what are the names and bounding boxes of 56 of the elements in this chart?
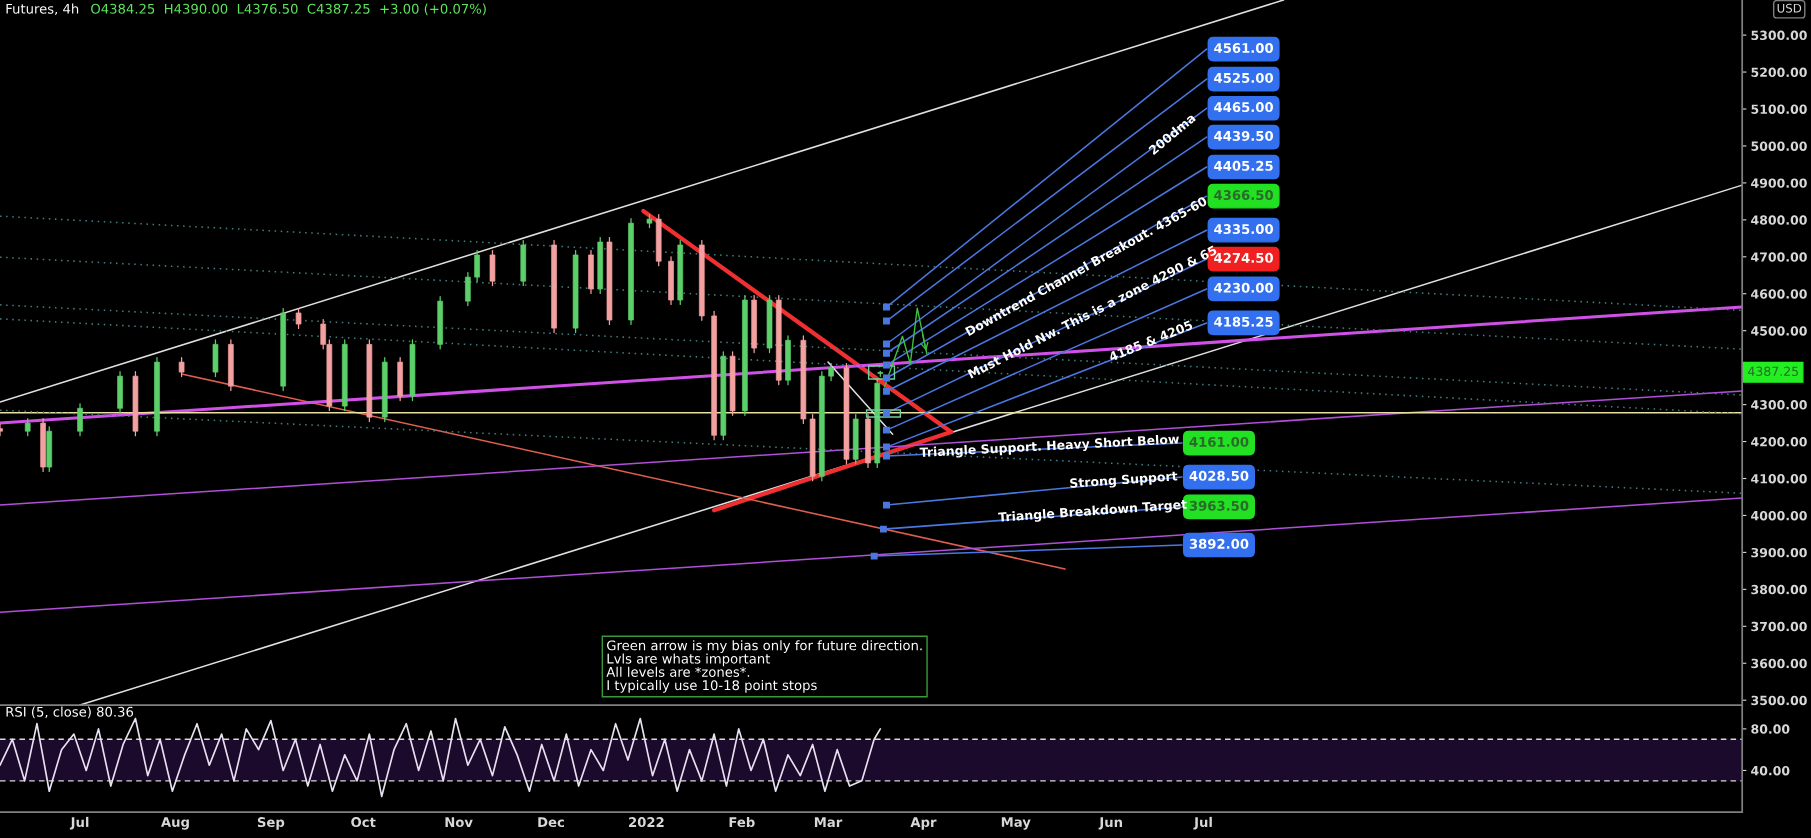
y-tick-label: 5100.00 xyxy=(1751,104,1807,114)
annotation: 4230.00 xyxy=(1214,282,1274,293)
chart-title: Futures, 4h xyxy=(6,3,79,16)
y-tick-label: 80.00 xyxy=(1751,724,1790,734)
annotation: 4185 & 4205 xyxy=(1108,320,1194,362)
y-tick-label: 4500.00 xyxy=(1751,326,1807,336)
y-tick-label: 40.00 xyxy=(1751,765,1790,776)
x-tick-label: Aug xyxy=(160,817,189,830)
x-tick-label: Feb xyxy=(729,816,755,828)
annotation: 4525.00 xyxy=(1214,72,1274,83)
x-tick-label: Oct xyxy=(351,817,376,828)
x-tick-label: Apr xyxy=(910,817,937,830)
y-tick-label: 5200.00 xyxy=(1751,67,1807,77)
y-tick-label: 3600.00 xyxy=(1751,658,1807,669)
y-tick-label: 4100.00 xyxy=(1751,473,1807,484)
annotation: 4561.00 xyxy=(1214,42,1274,53)
annotation: 4439.50 xyxy=(1214,130,1274,141)
annotation: 4335.00 xyxy=(1214,224,1274,235)
x-tick-label: May xyxy=(1001,817,1031,830)
x-tick-label: 2022 xyxy=(629,817,664,828)
annotation: Triangle Breakdown Target xyxy=(997,499,1188,525)
annotation: Strong Support xyxy=(1069,471,1178,491)
x-tick-label: Jun xyxy=(1098,817,1122,830)
x-tick-label: Dec xyxy=(538,817,564,828)
annotation: 4185.25 xyxy=(1214,316,1273,327)
y-tick-label: 4800.00 xyxy=(1751,215,1807,225)
y-tick-label: 5300.00 xyxy=(1751,30,1807,41)
annotation: 4366.50 xyxy=(1214,190,1274,201)
y-tick-label: 3700.00 xyxy=(1751,621,1807,632)
chart-subtitle: O4384.25 H4390.00 L4376.50 C4387.25 +3.00 (+0.07%) xyxy=(91,3,486,16)
y-tick-label: 4200.00 xyxy=(1751,437,1807,447)
y-tick-label: 4600.00 xyxy=(1751,289,1807,299)
annotation: 4465.00 xyxy=(1214,102,1274,113)
annotation: 4161.00 xyxy=(1189,436,1249,447)
annotation: 4028.50 xyxy=(1189,470,1249,481)
x-tick-label: Sep xyxy=(257,817,285,830)
x-tick-label: Jul xyxy=(69,816,89,830)
y-axis-title: USD xyxy=(1777,3,1802,13)
annotation: Green arrow is my bias only for future direction. Lvls are whats important All levels are *zones*. I typically use 10-18 point stops xyxy=(606,640,922,693)
x-tick-label: Jul xyxy=(1193,816,1212,830)
y-tick-label: 4700.00 xyxy=(1751,252,1807,262)
chart-title: RSI (5, close) 80.36 xyxy=(6,706,134,719)
y-tick-label: 3900.00 xyxy=(1751,547,1807,558)
y-tick-label: 4900.00 xyxy=(1751,178,1807,188)
x-tick-label: Nov xyxy=(445,817,473,828)
annotation: 3963.50 xyxy=(1189,500,1249,511)
y-tick-label: 3800.00 xyxy=(1751,584,1807,595)
y-tick-label: 4300.00 xyxy=(1751,400,1807,410)
annotation: 4405.25 xyxy=(1214,160,1273,171)
annotation: 3892.00 xyxy=(1189,538,1249,549)
y-tick-label: 5000.00 xyxy=(1751,141,1807,151)
annotation: Triangle Support. Heavy Short Below xyxy=(919,433,1180,460)
y-tick-label: 3500.00 xyxy=(1751,695,1807,706)
x-tick-label: Mar xyxy=(814,817,843,828)
text: 4387.25 xyxy=(1748,366,1799,376)
y-tick-label: 4000.00 xyxy=(1751,510,1807,521)
